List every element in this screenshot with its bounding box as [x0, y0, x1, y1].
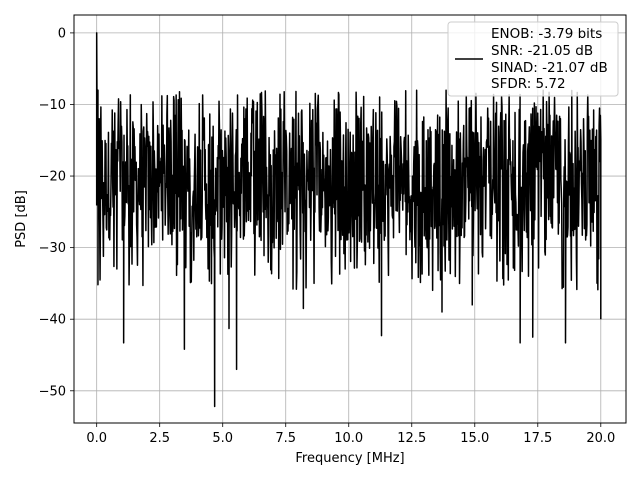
- plot-frame: [73, 14, 627, 424]
- legend: ENOB: -3.79 bits SNR: -21.05 dB SINAD: -…: [447, 21, 619, 97]
- y-axis-label: PSD [dB]: [14, 190, 29, 248]
- y-tick-label: −40: [39, 313, 66, 328]
- x-tick-label: 15.0: [460, 431, 489, 446]
- y-tick-label: 0: [58, 26, 66, 41]
- legend-entry-snr: SNR: -21.05 dB: [491, 43, 593, 59]
- plot-area: [95, 32, 602, 408]
- psd-series-line: [95, 32, 602, 408]
- legend-box: [447, 21, 619, 97]
- x-tick-label: 5.0: [212, 431, 233, 446]
- x-tick-label: 12.5: [397, 431, 426, 446]
- x-tick-label: 0.0: [86, 431, 107, 446]
- legend-entry-sinad: SINAD: -21.07 dB: [491, 60, 608, 76]
- x-tick-label: 17.5: [523, 431, 552, 446]
- x-tick-label: 2.5: [149, 431, 170, 446]
- y-tick-label: −50: [39, 384, 66, 399]
- x-tick-label: 20.0: [586, 431, 615, 446]
- y-tick-label: −30: [39, 241, 66, 256]
- y-tick-label: −10: [39, 98, 66, 113]
- y-tick-label: −20: [39, 170, 66, 185]
- x-tick-label: 7.5: [275, 431, 296, 446]
- y-axis-ticks: 0 −10 −20 −30 −40 −50: [39, 26, 74, 399]
- x-tick-label: 10.0: [334, 431, 363, 446]
- legend-entry-sfdr: SFDR: 5.72: [491, 76, 566, 92]
- x-axis-ticks: 0.0 2.5 5.0 7.5 10.0 12.5 15.0 17.5 20.0: [86, 423, 615, 446]
- legend-entry-enob: ENOB: -3.79 bits: [491, 26, 602, 42]
- x-axis-label: Frequency [MHz]: [295, 451, 404, 466]
